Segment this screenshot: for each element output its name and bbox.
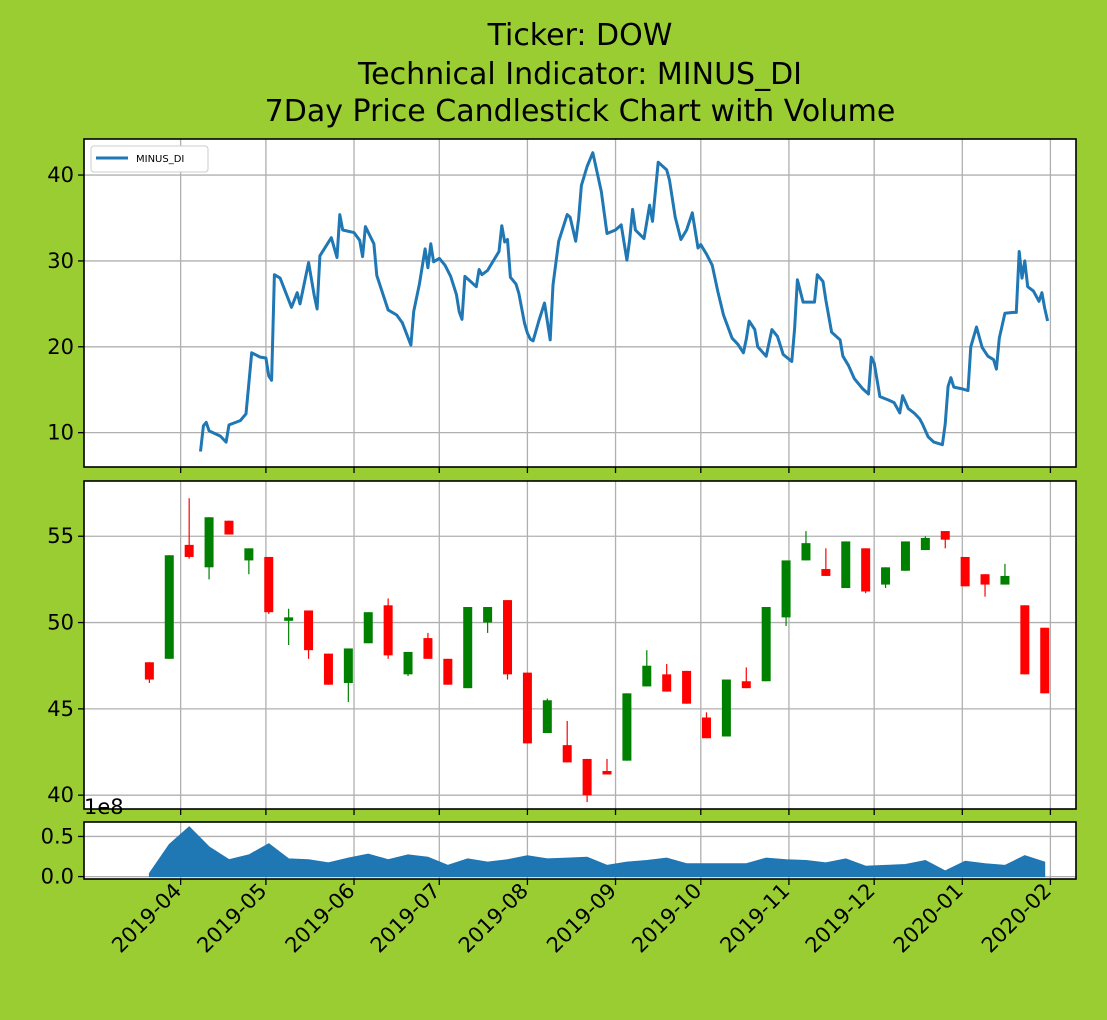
candle-body <box>463 607 473 689</box>
candle-body <box>443 658 453 685</box>
candle-body <box>164 555 174 659</box>
candle-body <box>861 548 871 592</box>
volume-axes-border <box>83 821 1077 880</box>
candle-body <box>721 679 731 737</box>
candle-body <box>781 560 791 618</box>
candle-body <box>841 541 851 589</box>
price-ytick-label: 45 <box>47 697 74 721</box>
candle-body <box>522 672 532 744</box>
indicator-panel: 10 20 30 40 MINUS_DI <box>47 138 1077 473</box>
price-ytick-label: 55 <box>47 524 74 548</box>
candle-body <box>1020 605 1030 675</box>
price-ytick-label: 40 <box>47 783 74 807</box>
volume-area <box>148 826 1046 878</box>
candle-body <box>920 537 930 551</box>
candle-body <box>542 700 552 734</box>
price-panel: 40 45 50 55 <box>47 480 1077 815</box>
candle-body <box>980 574 990 585</box>
candle-body <box>503 600 513 675</box>
candle-body <box>304 610 314 651</box>
indicator-ytick-label: 40 <box>47 163 74 187</box>
candle-body <box>184 544 194 557</box>
candle-body <box>741 681 751 689</box>
candle-body <box>403 651 413 675</box>
candle-body <box>343 648 353 683</box>
legend-label: MINUS_DI <box>136 154 184 165</box>
candle-body <box>940 531 950 540</box>
candle-body <box>224 520 234 535</box>
price-ytick-label: 50 <box>47 611 74 635</box>
indicator-axes-border <box>83 138 1077 468</box>
volume-ytick-label: 0.0 <box>41 865 74 889</box>
candle-body <box>960 556 970 587</box>
price-axes-border <box>83 480 1077 810</box>
candle-body <box>821 569 831 576</box>
title-line-3: 7Day Price Candlestick Chart with Volume <box>265 94 896 129</box>
candle-body <box>602 771 612 775</box>
volume-scale-label: 1e8 <box>84 795 124 819</box>
title-line-2: Technical Indicator: MINUS_DI <box>357 57 802 92</box>
candle-body <box>622 693 632 761</box>
candle-body <box>244 548 254 561</box>
indicator-ytick-label: 10 <box>47 421 74 445</box>
candle-body <box>582 758 592 796</box>
candle-body <box>900 541 910 571</box>
candle-body <box>1000 575 1010 585</box>
candle-body <box>483 607 493 623</box>
candle-body <box>284 617 294 621</box>
candle-body <box>642 665 652 687</box>
indicator-ytick-label: 20 <box>47 335 74 359</box>
indicator-ytick-label: 30 <box>47 249 74 273</box>
candle-body <box>363 612 373 644</box>
candle-body <box>323 653 333 685</box>
candle-body <box>662 674 672 692</box>
legend: MINUS_DI <box>90 145 209 173</box>
candle-body <box>682 670 692 704</box>
title-line-1: Ticker: DOW <box>487 18 673 53</box>
candle-body <box>801 543 811 561</box>
legend-box <box>90 145 209 173</box>
candle-body <box>144 662 154 680</box>
candle-body <box>383 605 393 656</box>
candle-body <box>204 517 214 568</box>
candle-body <box>264 556 274 613</box>
candle-body <box>701 717 711 739</box>
volume-ytick-label: 0.5 <box>41 824 74 848</box>
candle-body <box>761 607 771 682</box>
candle-body <box>1040 627 1050 694</box>
candle-body <box>423 638 433 659</box>
candle-body <box>881 567 891 585</box>
minus-di-series-line <box>199 151 1050 452</box>
candle-body <box>562 745 572 763</box>
